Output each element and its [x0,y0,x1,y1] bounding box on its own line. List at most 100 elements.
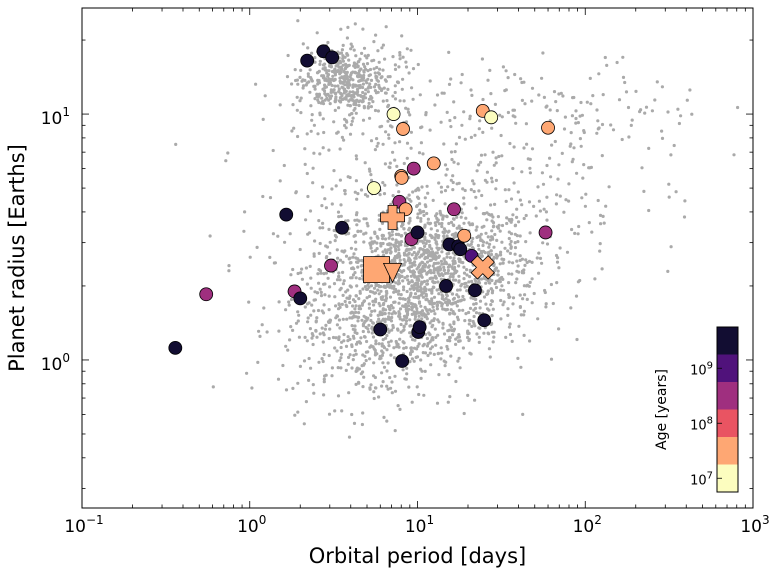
background-planet-point [375,283,379,287]
background-planet-point [428,233,432,237]
background-planet-point [358,277,362,281]
background-planet-point [558,194,562,198]
background-planet-point [349,77,353,81]
background-planet-point [421,241,425,245]
background-planet-point [561,94,565,98]
background-planet-point [440,304,444,308]
background-planet-point [337,337,341,342]
background-planet-point [504,335,508,339]
background-planet-point [461,346,465,350]
background-planet-point [250,386,254,390]
background-planet-point [408,219,412,223]
background-planet-point [340,48,344,52]
background-planet-point [501,65,505,69]
background-planet-point [418,202,422,206]
background-planet-point [328,102,332,106]
young-planet-point [457,228,472,243]
background-planet-point [576,121,581,125]
background-planet-point [338,359,342,363]
background-planet-point [402,99,406,103]
background-planet-point [402,341,406,345]
background-planet-point [382,192,387,196]
background-planet-point [447,328,451,332]
background-planet-point [305,132,309,136]
background-planet-point [474,302,478,306]
background-planet-point [522,313,526,317]
background-planet-point [522,309,527,313]
background-planet-point [321,340,325,344]
colorbar-tick-exponent: 9 [707,360,713,371]
background-planet-point [375,144,379,148]
background-planet-point [400,270,404,274]
background-planet-point [443,364,447,368]
background-planet-point [408,258,412,262]
background-planet-point [405,141,410,145]
background-planet-point [434,257,438,261]
background-planet-point [473,133,477,137]
background-planet-point [484,302,488,306]
background-planet-point [488,68,492,72]
background-planet-point [478,119,482,123]
background-planet-point [351,83,355,87]
background-planet-point [488,242,492,246]
background-planet-point [473,324,477,328]
background-planet-point [428,79,432,83]
background-planet-point [500,154,504,158]
background-planet-point [334,91,338,95]
background-planet-point [443,229,448,233]
background-planet-point [492,335,496,339]
background-planet-point [598,249,602,253]
background-planet-point [340,409,344,413]
background-planet-point [443,163,448,167]
background-planet-point [360,303,364,307]
background-planet-point [403,276,407,280]
background-planet-point [465,289,469,293]
background-planet-point [536,317,540,321]
background-planet-point [427,331,431,335]
background-planet-point [669,245,673,249]
background-planet-point [516,240,520,244]
background-planet-point [490,219,494,223]
background-planet-point [490,126,494,130]
background-planet-point [318,287,322,291]
background-planet-point [377,342,381,346]
background-planet-point [433,327,437,331]
background-planet-point [337,318,341,322]
background-planet-point [430,297,434,301]
background-planet-point [408,216,412,220]
background-planet-point [454,342,458,346]
background-planet-point [405,372,409,376]
background-planet-point [396,282,400,286]
background-planet-point [316,98,320,102]
background-planet-point [366,77,370,81]
background-planet-point [347,355,351,359]
background-planet-point [397,248,401,252]
background-planet-point [360,270,364,274]
background-planet-point [660,129,664,133]
background-planet-point [459,215,463,219]
background-planet-point [468,223,472,227]
background-planet-point [472,189,476,194]
background-planet-point [494,279,498,283]
background-planet-point [352,336,356,340]
background-planet-point [298,364,302,368]
background-planet-point [287,303,291,307]
background-planet-point [448,336,452,340]
background-planet-point [461,187,465,191]
background-planet-point [465,273,469,277]
background-planet-point [407,256,411,260]
background-planet-point [423,265,427,269]
background-planet-point [310,336,314,340]
background-planet-point [459,260,463,264]
background-planet-point [441,307,445,311]
background-planet-point [405,196,409,200]
background-planet-point [315,71,320,75]
background-planet-point [408,294,412,298]
background-planet-point [354,310,358,314]
background-planet-point [406,110,411,114]
background-planet-point [585,100,589,104]
background-planet-point [575,171,579,175]
background-planet-point [425,211,429,216]
background-planet-point [327,412,332,416]
background-planet-point [410,357,414,361]
